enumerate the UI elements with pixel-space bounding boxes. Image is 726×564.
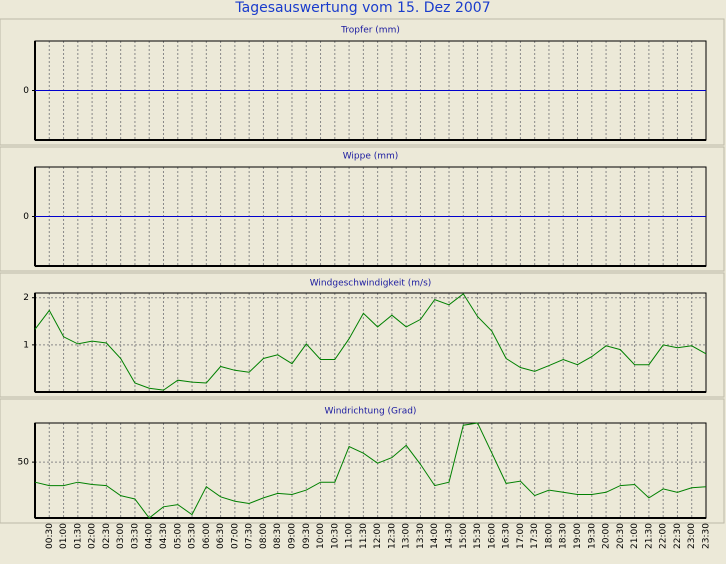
x-tick-label: 21:30 — [644, 523, 654, 549]
x-tick-label: 08:00 — [259, 523, 269, 549]
panel-title: Tropfer (mm) — [340, 26, 400, 36]
x-tick-label: 05:30 — [188, 523, 198, 549]
x-tick-label: 07:30 — [245, 523, 255, 549]
x-tick-label: 19:00 — [573, 523, 583, 549]
plot-frame — [34, 422, 707, 519]
x-tick-label: 09:30 — [302, 523, 312, 549]
panel-frame — [0, 146, 725, 272]
x-tick-label: 20:30 — [616, 523, 626, 549]
panel-title: Windgeschwindigkeit (m/s) — [310, 279, 432, 289]
x-tick-label: 14:00 — [430, 523, 440, 549]
x-tick-label: 18:30 — [559, 523, 569, 549]
x-tick-label: 10:00 — [316, 523, 326, 549]
x-tick-label: 11:00 — [345, 523, 355, 549]
x-tick-label: 05:00 — [173, 523, 183, 549]
x-tick-label: 04:30 — [159, 523, 169, 549]
x-tick-label: 18:00 — [544, 523, 554, 549]
panel-title: Wippe (mm) — [343, 152, 399, 162]
x-tick-label: 06:00 — [202, 523, 212, 549]
x-tick-label: 04:00 — [145, 523, 155, 549]
x-tick-label: 13:30 — [416, 523, 426, 549]
x-tick-label: 09:00 — [287, 523, 297, 549]
x-tick-label: 12:00 — [373, 523, 383, 549]
x-tick-label: 19:30 — [587, 523, 597, 549]
x-tick-label: 23:30 — [702, 523, 712, 549]
x-tick-label: 21:00 — [630, 523, 640, 549]
y-tick-label: 0 — [23, 86, 29, 96]
x-tick-label: 17:00 — [516, 523, 526, 549]
y-tick-label: 50 — [18, 458, 30, 468]
panel-title: Windrichtung (Grad) — [325, 407, 417, 417]
x-tick-label: 15:00 — [459, 523, 469, 549]
x-tick-label: 20:00 — [602, 523, 612, 549]
panel-frame — [0, 398, 725, 524]
x-tick-label: 23:00 — [687, 523, 697, 549]
y-tick-label: 1 — [23, 340, 29, 350]
panel-frame — [0, 18, 725, 146]
x-tick-label: 02:30 — [102, 523, 112, 549]
x-tick-label: 10:30 — [330, 523, 340, 549]
x-tick-label: 06:30 — [216, 523, 226, 549]
panel-frame — [0, 272, 725, 398]
x-tick-label: 14:30 — [445, 523, 455, 549]
x-tick-label: 02:00 — [88, 523, 98, 549]
x-tick-label: 00:30 — [45, 523, 55, 549]
x-tick-label: 13:00 — [402, 523, 412, 549]
x-tick-label: 22:30 — [673, 523, 683, 549]
x-tick-label: 22:00 — [659, 523, 669, 549]
x-tick-label: 08:30 — [273, 523, 283, 549]
x-tick-label: 03:30 — [130, 523, 140, 549]
x-tick-label: 01:30 — [73, 523, 83, 549]
plot-frame — [34, 292, 707, 393]
x-tick-label: 07:00 — [230, 523, 240, 549]
data-line — [34, 293, 707, 391]
x-tick-label: 17:30 — [530, 523, 540, 549]
page-title: Tagesauswertung vom 15. Dez 2007 — [234, 0, 490, 16]
x-tick-label: 12:30 — [387, 523, 397, 549]
x-tick-label: 01:00 — [59, 523, 69, 549]
x-tick-label: 11:30 — [359, 523, 369, 549]
data-line — [34, 422, 707, 519]
y-tick-label: 0 — [23, 212, 29, 222]
y-tick-label: 2 — [23, 293, 29, 303]
x-tick-label: 15:30 — [473, 523, 483, 549]
x-tick-label: 16:00 — [487, 523, 497, 549]
x-tick-label: 03:00 — [116, 523, 126, 549]
x-tick-label: 16:30 — [502, 523, 512, 549]
